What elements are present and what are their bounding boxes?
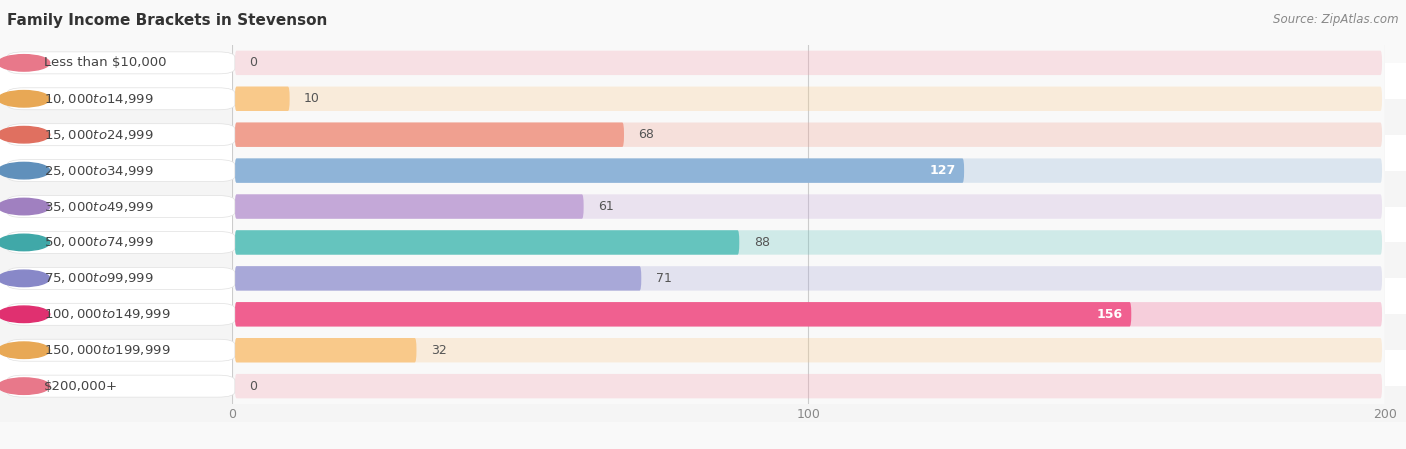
Text: $50,000 to $74,999: $50,000 to $74,999 — [44, 235, 153, 250]
Text: $10,000 to $14,999: $10,000 to $14,999 — [44, 92, 153, 106]
FancyBboxPatch shape — [235, 87, 290, 111]
FancyBboxPatch shape — [235, 158, 1382, 183]
FancyBboxPatch shape — [235, 374, 1382, 398]
Text: $100,000 to $149,999: $100,000 to $149,999 — [44, 307, 170, 321]
Text: 68: 68 — [638, 128, 654, 141]
Text: 71: 71 — [655, 272, 672, 285]
Text: $75,000 to $99,999: $75,000 to $99,999 — [44, 271, 153, 286]
Text: $35,000 to $49,999: $35,000 to $49,999 — [44, 199, 153, 214]
Text: $25,000 to $34,999: $25,000 to $34,999 — [44, 163, 153, 178]
FancyBboxPatch shape — [235, 158, 965, 183]
FancyBboxPatch shape — [235, 123, 1382, 147]
FancyBboxPatch shape — [235, 266, 641, 291]
FancyBboxPatch shape — [235, 230, 1382, 255]
Text: Less than $10,000: Less than $10,000 — [44, 57, 166, 69]
Text: Family Income Brackets in Stevenson: Family Income Brackets in Stevenson — [7, 13, 328, 28]
Text: 10: 10 — [304, 92, 321, 105]
FancyBboxPatch shape — [235, 230, 740, 255]
Text: 0: 0 — [249, 57, 257, 69]
Text: $15,000 to $24,999: $15,000 to $24,999 — [44, 128, 153, 142]
Text: $150,000 to $199,999: $150,000 to $199,999 — [44, 343, 170, 357]
Text: Source: ZipAtlas.com: Source: ZipAtlas.com — [1274, 13, 1399, 26]
FancyBboxPatch shape — [235, 123, 624, 147]
FancyBboxPatch shape — [235, 194, 1382, 219]
FancyBboxPatch shape — [235, 338, 416, 362]
FancyBboxPatch shape — [235, 51, 1382, 75]
FancyBboxPatch shape — [235, 87, 1382, 111]
Text: $200,000+: $200,000+ — [44, 380, 118, 392]
Text: 156: 156 — [1097, 308, 1122, 321]
FancyBboxPatch shape — [235, 194, 583, 219]
FancyBboxPatch shape — [235, 302, 1382, 326]
Text: 0: 0 — [249, 380, 257, 392]
Text: 32: 32 — [430, 344, 447, 357]
FancyBboxPatch shape — [235, 266, 1382, 291]
FancyBboxPatch shape — [235, 338, 1382, 362]
Text: 88: 88 — [754, 236, 769, 249]
FancyBboxPatch shape — [235, 302, 1132, 326]
Text: 61: 61 — [598, 200, 614, 213]
Text: 127: 127 — [929, 164, 956, 177]
